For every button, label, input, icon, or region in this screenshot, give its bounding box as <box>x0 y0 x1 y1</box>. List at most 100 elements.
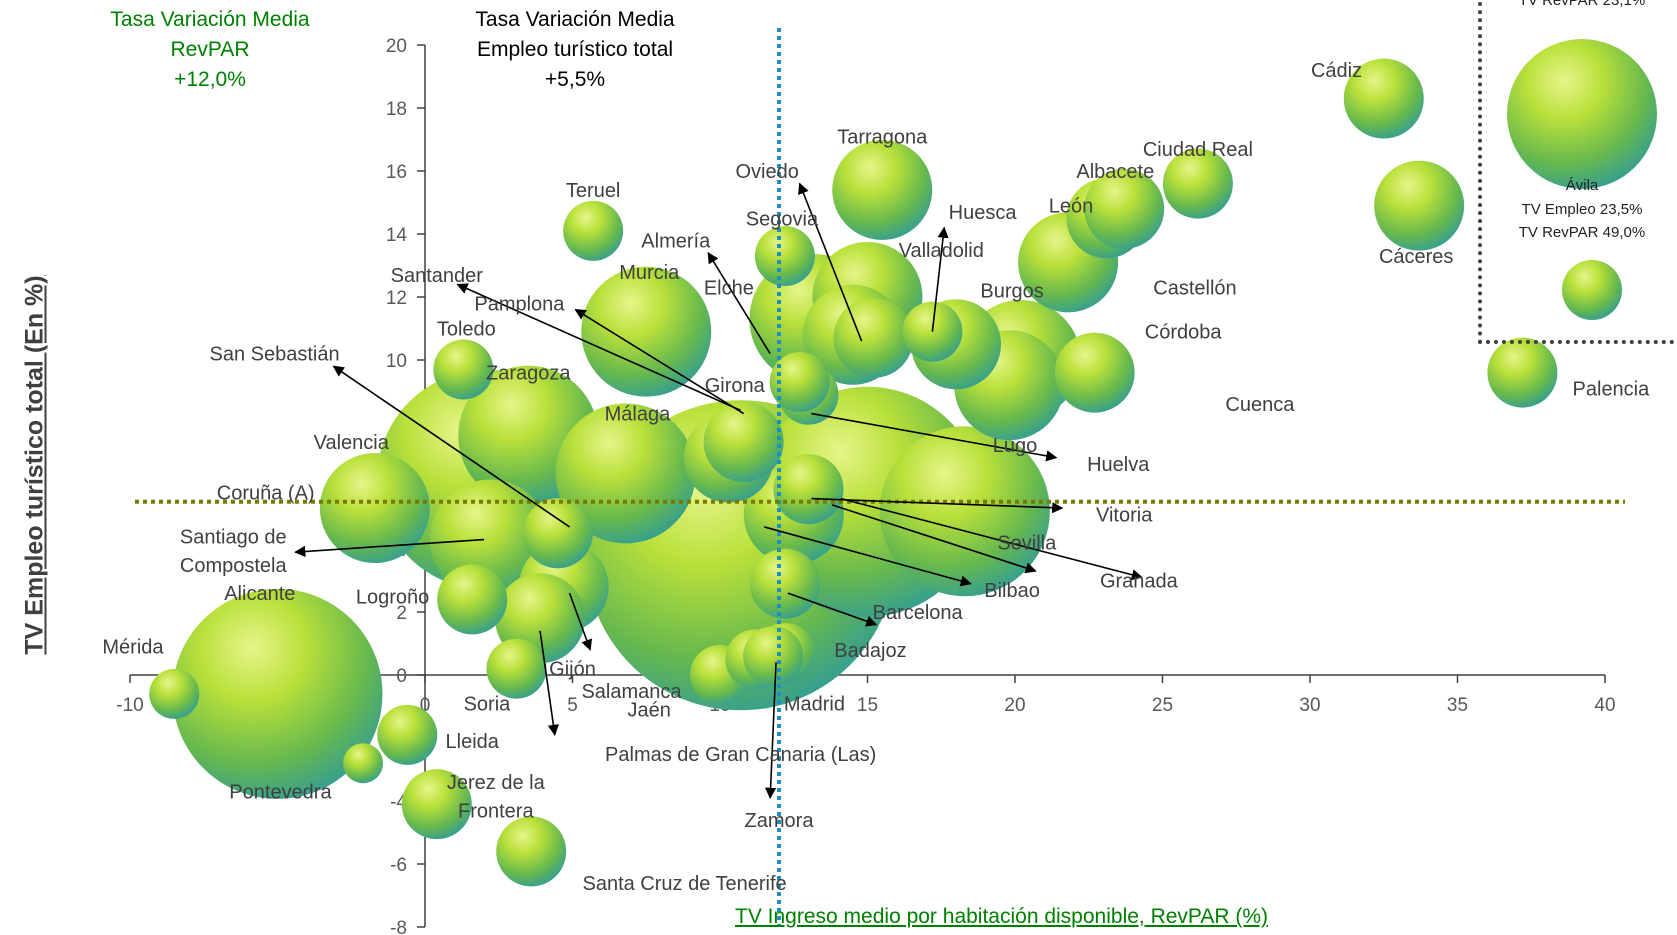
bubble-label: Albacete <box>1076 161 1154 183</box>
bubble-label: Valladolid <box>899 240 984 262</box>
x-tick-label: 20 <box>1004 695 1025 716</box>
y-tick-label: 16 <box>386 162 407 183</box>
bubble-label: Huelva <box>1087 454 1150 476</box>
bubble-m-laga <box>555 403 696 544</box>
y-tick-label: 10 <box>386 351 407 372</box>
bubble-soria <box>486 638 547 699</box>
bubble-vitoria <box>773 454 844 525</box>
leader-arrow <box>798 182 863 342</box>
bubble-label: Frontera <box>458 800 534 822</box>
bubble-almer-a <box>833 297 914 378</box>
bubble-lugo <box>769 352 830 413</box>
bubble-label: Oviedo <box>736 161 799 183</box>
bubbles-layer <box>149 58 1558 887</box>
bubble-label: Elche <box>704 278 754 300</box>
bubble-alicante <box>172 588 383 799</box>
bubble-label: Barcelona <box>873 602 964 624</box>
bubble-label: Mérida <box>102 637 164 659</box>
legend-name: Ávila <box>1565 177 1599 194</box>
bubble-label: Segovia <box>746 208 819 230</box>
bubble-jerez-de-la-frontera <box>401 769 472 840</box>
bubble-label: Córdoba <box>1145 322 1223 344</box>
leader-arrow <box>568 592 593 651</box>
bubble-tarragona <box>832 139 933 240</box>
employment-mean-line-1: Tasa Variación Media <box>475 8 675 31</box>
employment-mean-annotation: Tasa Variación Media Empleo turístico to… <box>445 5 705 95</box>
leader-arrow <box>764 662 777 799</box>
bubble-label: Toledo <box>437 319 496 341</box>
bubble-label: Palencia <box>1573 378 1651 400</box>
revpar-mean-line-2: RevPAR <box>170 38 250 61</box>
leader-arrow <box>931 226 949 332</box>
y-tick-label: 0 <box>396 666 407 687</box>
leader-arrow <box>332 365 571 528</box>
x-tick-label: 0 <box>420 695 431 716</box>
bubble-m-rida <box>149 668 200 719</box>
bubble-label: Salamanca <box>581 681 682 703</box>
leader-arrow <box>811 497 1064 514</box>
x-tick-label: 25 <box>1152 695 1173 716</box>
bubble-label: Cáceres <box>1379 246 1453 268</box>
bubble-label: Vitoria <box>1096 504 1153 526</box>
bubble-label: Madrid <box>784 693 845 715</box>
legend-panel: TV RevPAR 23,1% Ávila TV Empleo 23,5% TV… <box>1478 0 1677 344</box>
bubble-label: Cádiz <box>1311 60 1362 82</box>
legend-partial-top: TV RevPAR 23,1% <box>1518 0 1646 9</box>
bubble-label: Pontevedra <box>229 782 332 804</box>
bubble-label: Jaén <box>628 700 671 722</box>
bubble-label: Lleida <box>446 731 500 753</box>
bubble-label: Granada <box>1100 571 1179 593</box>
bubble-label: Alicante <box>224 583 295 605</box>
bubble-pontevedra <box>343 743 384 784</box>
bubble-palencia <box>1487 337 1558 408</box>
x-tick-label: 35 <box>1447 695 1468 716</box>
bubble-label: Murcia <box>619 262 680 284</box>
bubble-label: Tarragona <box>837 126 928 148</box>
leader-arrow <box>574 308 745 415</box>
y-tick-label: 14 <box>386 225 408 246</box>
bubble-label: Badajoz <box>834 640 906 662</box>
leader-arrow <box>831 504 1037 574</box>
y-tick-label: 18 <box>386 99 407 120</box>
employment-mean-line-2: Empleo turístico total <box>476 38 674 61</box>
y-tick-label: 12 <box>386 288 407 309</box>
bubble-label: Bilbao <box>984 580 1040 602</box>
bubble-label: Gijón <box>549 659 596 681</box>
legend-employment: TV Empleo 23,5% <box>1521 201 1643 218</box>
bubble-logro-o <box>437 564 508 635</box>
leader-arrow <box>456 283 741 412</box>
bubble-label: Almería <box>641 230 711 252</box>
legend-revpar: TV RevPAR 49,0% <box>1518 224 1646 241</box>
x-tick-label: 40 <box>1594 695 1615 716</box>
y-tick-label: 2 <box>396 603 407 624</box>
x-axis-title: TV Ingreso medio por habitación disponib… <box>735 905 1269 928</box>
leader-arrow <box>811 412 1058 462</box>
bubble-c-diz <box>1343 58 1424 139</box>
bubble-granada <box>879 426 1050 597</box>
bubble-ciudad-real <box>1162 148 1233 219</box>
bubble-teruel <box>563 200 624 261</box>
bubble-label: Cuenca <box>1225 394 1295 416</box>
bubble-santa-cruz-de-tenerife <box>496 816 567 887</box>
employment-mean-line-3: +5,5% <box>544 68 606 91</box>
bubble-zamora <box>743 626 804 687</box>
leader-arrow <box>764 526 972 587</box>
bubble-label: Compostela <box>180 555 288 577</box>
bubble-label: Santiago de <box>180 526 287 548</box>
leader-arrow <box>787 592 878 627</box>
bubble-barcelona <box>749 548 820 619</box>
bubble-label: Málaga <box>605 404 671 426</box>
x-tick-label: -10 <box>116 695 143 716</box>
bubble-label: Teruel <box>566 180 620 202</box>
x-tick-label: 5 <box>567 695 578 716</box>
bubble-label: Lugo <box>993 435 1038 457</box>
bubble-le-n <box>1084 168 1165 249</box>
bubble-label: Santander <box>391 265 484 287</box>
bubble-label: León <box>1049 196 1094 218</box>
revpar-mean-line-3: +12,0% <box>174 68 246 91</box>
bubble-label: Huesca <box>949 202 1018 224</box>
leader-arrow <box>840 497 1143 581</box>
bubble-label: Palmas de Gran Canaria (Las) <box>605 744 876 766</box>
